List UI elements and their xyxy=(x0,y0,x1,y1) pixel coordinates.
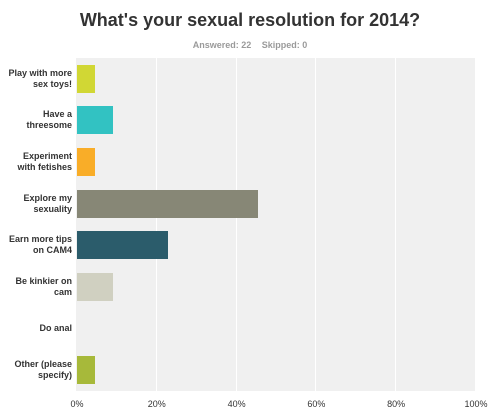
bar[interactable] xyxy=(77,272,114,301)
x-tick-label: 0% xyxy=(70,399,84,409)
bar[interactable] xyxy=(77,64,96,93)
bar[interactable] xyxy=(77,189,259,218)
category-label: Be kinkier on cam xyxy=(15,275,72,297)
category-label: Experiment with fetishes xyxy=(17,151,72,172)
x-tick-label: 80% xyxy=(387,399,406,409)
answered-count: Answered: 22 xyxy=(192,40,252,50)
plot-area xyxy=(76,58,476,391)
bar[interactable] xyxy=(77,231,168,260)
category-label: Have a threesome xyxy=(26,109,72,131)
gridline xyxy=(235,58,237,391)
bar[interactable] xyxy=(77,148,96,176)
gridline xyxy=(395,58,397,391)
category-label: Explore my sexuality xyxy=(23,192,72,214)
category-label: Do anal xyxy=(39,322,72,333)
skipped-count: Skipped: 0 xyxy=(261,40,308,50)
gridline xyxy=(475,58,476,391)
gridline xyxy=(155,58,157,391)
category-label: Play with more sex toys! xyxy=(8,67,72,89)
x-tick-label: 20% xyxy=(147,399,166,409)
category-label: Other (please specify) xyxy=(14,359,72,380)
chart-title: What's your sexual resolution for 2014? xyxy=(79,10,421,30)
category-label: Earn more tips on CAM4 xyxy=(8,234,72,256)
bar[interactable] xyxy=(77,356,96,384)
x-tick-label: 100% xyxy=(464,399,488,409)
bar[interactable] xyxy=(77,106,114,135)
x-tick-label: 60% xyxy=(307,399,326,409)
gridline xyxy=(315,58,317,391)
response-stats: Answered: 22 Skipped: 0 xyxy=(0,40,500,50)
x-tick-label: 40% xyxy=(227,399,246,409)
